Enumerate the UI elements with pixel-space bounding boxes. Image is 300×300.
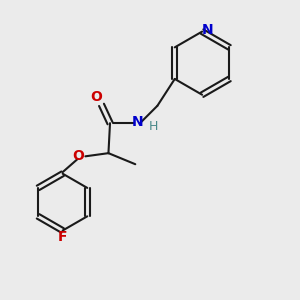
- Text: H: H: [148, 120, 158, 133]
- Text: O: O: [72, 149, 84, 163]
- Text: O: O: [91, 90, 102, 104]
- Text: N: N: [202, 23, 214, 37]
- Text: F: F: [58, 230, 68, 244]
- Text: N: N: [132, 115, 143, 129]
